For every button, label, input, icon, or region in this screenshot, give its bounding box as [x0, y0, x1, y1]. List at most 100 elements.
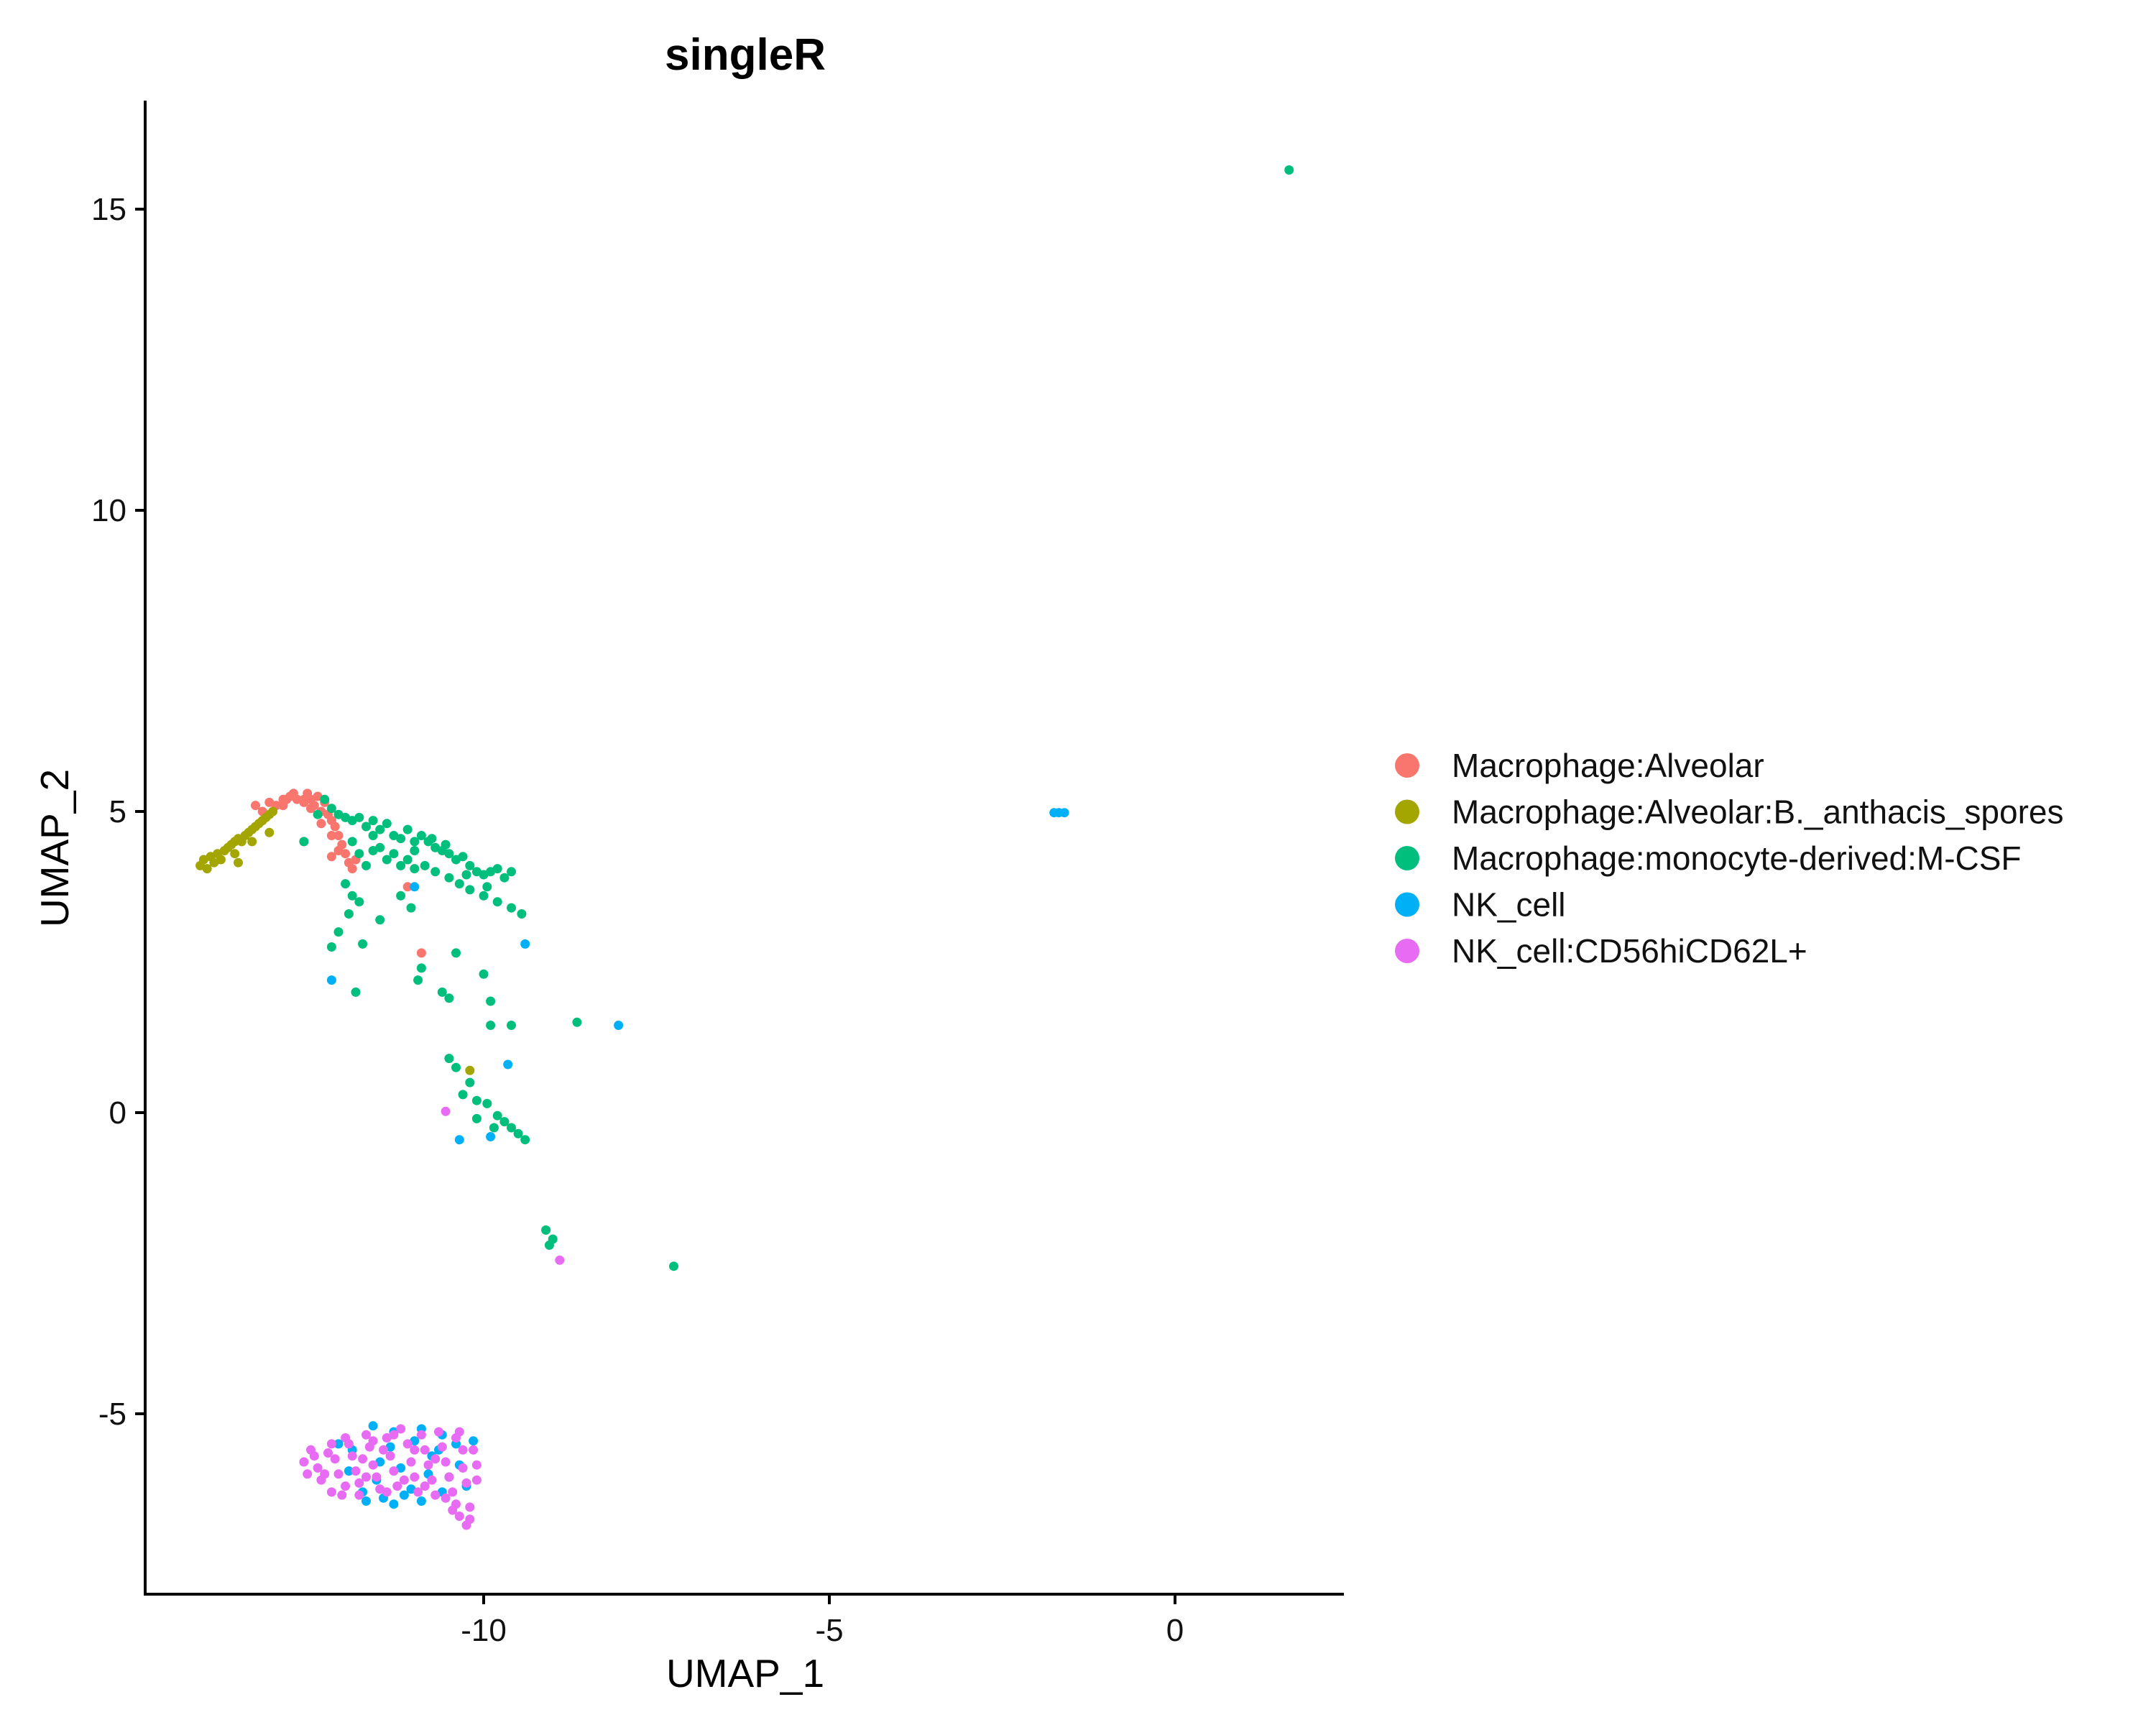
point-series-4-46 — [469, 1445, 479, 1455]
point-series-0-34 — [326, 831, 336, 840]
point-series-4-67 — [361, 1472, 371, 1482]
point-series-4-22 — [392, 1481, 402, 1491]
point-series-2-75 — [499, 1117, 510, 1127]
x-tick-label-0: -10 — [461, 1613, 507, 1648]
point-series-4-14 — [361, 1430, 371, 1440]
point-series-2-91 — [441, 840, 451, 850]
point-series-2-7 — [361, 822, 371, 832]
point-series-0-22 — [347, 864, 357, 874]
point-series-4-11 — [347, 1451, 357, 1461]
point-series-2-65 — [437, 987, 447, 997]
point-series-2-76 — [507, 1123, 516, 1133]
point-series-1-23 — [247, 837, 257, 847]
point-series-2-52 — [333, 927, 344, 937]
point-series-2-68 — [444, 1054, 454, 1064]
point-series-2-56 — [396, 891, 406, 901]
point-series-2-88 — [368, 831, 378, 840]
point-series-4-60 — [389, 1430, 399, 1440]
point-series-4-40 — [458, 1445, 468, 1455]
point-series-4-43 — [465, 1502, 475, 1512]
point-series-2-1 — [320, 794, 330, 804]
point-series-4-9 — [341, 1481, 351, 1491]
point-series-2-86 — [299, 837, 309, 847]
point-series-0-0 — [251, 801, 260, 811]
point-series-2-8 — [368, 816, 378, 826]
point-series-2-93 — [482, 882, 492, 892]
point-series-4-54 — [379, 1445, 388, 1455]
point-series-3-30 — [344, 1466, 354, 1476]
point-series-4-49 — [309, 1451, 319, 1461]
point-series-4-41 — [458, 1463, 468, 1473]
point-series-4-53 — [358, 1454, 368, 1464]
point-series-2-31 — [361, 860, 371, 870]
point-series-3-6 — [614, 1021, 624, 1030]
point-series-3-10 — [368, 1421, 378, 1431]
point-series-3-27 — [389, 1499, 399, 1509]
point-series-4-47 — [471, 1460, 482, 1470]
point-series-4-69 — [303, 1469, 313, 1479]
point-series-2-30 — [354, 849, 364, 859]
point-series-4-13 — [354, 1478, 364, 1488]
y-tick-label-3: 10 — [91, 493, 126, 528]
point-series-4-24 — [402, 1439, 413, 1449]
point-series-1-6 — [216, 855, 226, 865]
point-series-4-21 — [389, 1466, 399, 1476]
legend: Macrophage:Alveolar Macrophage:Alveolar:B… — [1395, 747, 2064, 970]
point-series-2-21 — [458, 852, 468, 862]
point-series-2-22 — [465, 860, 475, 870]
point-series-4-16 — [368, 1460, 378, 1470]
point-series-0-31 — [306, 804, 315, 814]
legend-label-1: Macrophage:Alveolar:B._anthacis_spores — [1452, 794, 2064, 831]
point-series-0-32 — [299, 794, 309, 804]
point-series-3-3 — [410, 882, 420, 892]
y-tick-label-1: 0 — [109, 1095, 126, 1131]
point-series-2-51 — [344, 909, 354, 919]
point-series-2-92 — [461, 870, 471, 880]
point-series-4-56 — [420, 1481, 430, 1491]
point-series-4-25 — [406, 1457, 416, 1467]
x-tick-label-2: 0 — [1166, 1613, 1184, 1648]
point-series-4-30 — [423, 1460, 433, 1470]
point-series-1-24 — [234, 857, 243, 868]
legend-label-0: Macrophage:Alveolar — [1452, 747, 1764, 784]
legend-label-4: NK_cell:CD56hiCD62L+ — [1452, 932, 1807, 970]
point-series-2-58 — [416, 963, 426, 973]
point-series-2-53 — [326, 942, 336, 952]
point-series-2-33 — [375, 842, 385, 852]
point-series-2-83 — [544, 1240, 554, 1250]
point-series-4-33 — [434, 1427, 443, 1437]
point-series-2-50 — [354, 897, 364, 907]
point-series-2-14 — [410, 837, 420, 847]
x-axis-ticks: -10 -5 0 — [461, 1594, 1184, 1648]
point-series-2-2 — [326, 804, 336, 814]
point-series-2-0 — [1284, 165, 1294, 175]
point-series-2-26 — [492, 864, 502, 874]
point-series-2-87 — [313, 809, 323, 819]
y-axis-title: UMAP_2 — [32, 769, 77, 927]
point-series-0-23 — [326, 852, 336, 862]
legend-key-1 — [1395, 799, 1419, 824]
point-series-1-26 — [465, 1065, 475, 1075]
point-series-4-0 — [441, 1106, 451, 1116]
point-series-3-5 — [326, 975, 336, 985]
point-series-2-39 — [420, 860, 430, 870]
point-series-2-43 — [465, 885, 475, 895]
x-axis-title: UMAP_1 — [666, 1651, 824, 1696]
point-series-1-25 — [264, 827, 275, 837]
point-series-2-54 — [358, 939, 368, 949]
point-series-3-7 — [503, 1059, 513, 1070]
point-series-2-27 — [499, 873, 510, 883]
point-series-3-2 — [1059, 808, 1069, 818]
point-series-2-85 — [669, 1261, 678, 1271]
point-series-0-28 — [416, 948, 426, 958]
point-series-2-35 — [389, 849, 399, 859]
point-series-2-6 — [354, 812, 364, 822]
point-series-4-58 — [430, 1454, 441, 1464]
point-series-1-22 — [230, 849, 240, 859]
point-series-4-8 — [333, 1469, 344, 1479]
point-series-1-2 — [202, 864, 212, 874]
point-series-2-70 — [465, 1077, 475, 1087]
legend-key-2 — [1395, 846, 1419, 870]
point-series-3-23 — [399, 1490, 409, 1500]
point-series-2-89 — [410, 864, 420, 874]
